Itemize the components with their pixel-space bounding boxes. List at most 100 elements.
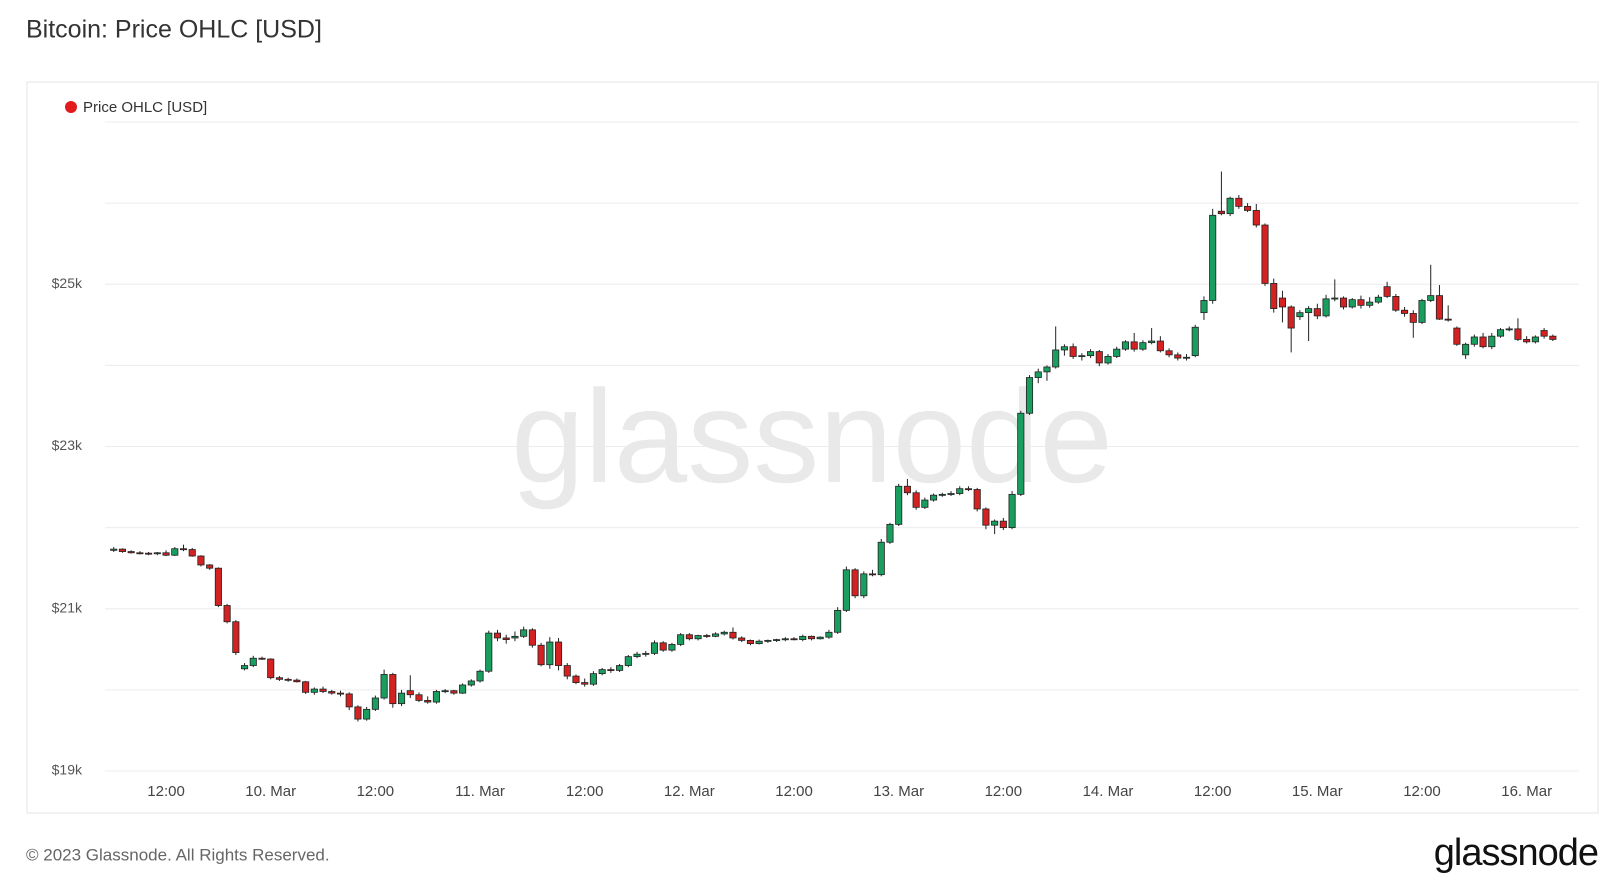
legend-swatch [65, 101, 77, 113]
x-tick-label: 12:00 [357, 783, 395, 800]
candle-body [616, 665, 624, 671]
candle-body [973, 489, 981, 510]
candle-body [1322, 298, 1330, 317]
candle-body [668, 644, 676, 651]
candle-body [720, 631, 728, 635]
candle-body [1121, 341, 1130, 350]
candle-body [563, 665, 571, 677]
candle-body [415, 694, 423, 701]
candle-body [755, 640, 763, 645]
candle-body [868, 573, 877, 576]
candle-body [1339, 297, 1348, 308]
x-tick-label: 11. Mar [455, 783, 505, 800]
candle-body [1052, 349, 1060, 368]
x-tick-label: 14. Mar [1083, 783, 1134, 800]
candle-body [886, 523, 894, 543]
candle-body [328, 691, 336, 694]
candle-body [677, 634, 685, 645]
candle-body [110, 548, 118, 551]
candle-body [1435, 295, 1443, 320]
candle-body [267, 658, 275, 679]
candle-body [1540, 330, 1548, 337]
candle-body [1209, 214, 1217, 301]
x-tick-label: 12:00 [985, 783, 1023, 800]
candle-body [1113, 348, 1121, 357]
candle-body [1401, 309, 1409, 314]
candles [110, 171, 1557, 722]
candle-body [642, 652, 650, 655]
candle-body [1313, 308, 1321, 317]
candle-body [982, 508, 990, 526]
y-tick-label: $23k [52, 437, 83, 453]
candle-body [1200, 300, 1208, 314]
candle-body [581, 682, 589, 685]
candle-body [1444, 318, 1452, 321]
candle-body [1252, 210, 1260, 226]
candle-body [1374, 296, 1382, 303]
candle-body [633, 653, 641, 658]
candle-body [773, 639, 781, 641]
candle-body [1531, 336, 1539, 343]
candle-body [145, 552, 153, 555]
candle-body [179, 548, 188, 551]
candle-body [729, 631, 737, 639]
candle-body [807, 635, 816, 640]
candle-body [424, 700, 432, 703]
chart-title: Bitcoin: Price OHLC [USD] [26, 16, 322, 44]
candle-body [746, 639, 754, 645]
footer: © 2023 Glassnode. All Rights Reserved. [26, 845, 330, 864]
candle-body [1453, 327, 1461, 345]
candle-body [1261, 224, 1269, 284]
candle-body [624, 656, 632, 666]
candle-body [1488, 335, 1496, 348]
candle-body [816, 636, 824, 640]
candle-body [1095, 351, 1103, 364]
candle-body [1025, 377, 1034, 414]
candle-body [947, 493, 955, 495]
logo[interactable]: glassnode [1434, 832, 1599, 874]
candle-body [1462, 343, 1470, 356]
candle-body [1549, 335, 1557, 340]
candle-body [1418, 300, 1426, 323]
candle-body [1156, 340, 1164, 352]
candle-body [781, 638, 789, 641]
candle-body [1069, 346, 1077, 357]
candle-body [598, 669, 606, 675]
legend-label[interactable]: Price OHLC [USD] [83, 99, 207, 116]
candle-body [197, 555, 205, 566]
candle-body [232, 621, 240, 653]
candle-body [502, 637, 510, 640]
candle-body [1505, 328, 1513, 331]
candle-body [1392, 296, 1400, 311]
candle-body [188, 549, 196, 557]
candle-body [511, 635, 519, 639]
candle-body [851, 569, 859, 597]
candle-body [1366, 301, 1374, 306]
x-tick-label: 12:00 [1403, 783, 1441, 800]
candle-body [1409, 313, 1417, 323]
candle-body [485, 632, 493, 672]
candle-body [834, 609, 842, 633]
candle-body [1470, 336, 1478, 345]
candle-body [363, 708, 371, 720]
candle-body [1182, 356, 1191, 359]
candle-body [275, 677, 283, 680]
candle-body [1357, 299, 1365, 306]
candle-body [895, 485, 903, 525]
candle-body [703, 635, 711, 637]
candle-body [1104, 356, 1112, 364]
candle-body [956, 488, 964, 494]
x-tick-label: 16. Mar [1501, 783, 1552, 800]
candle-body [345, 693, 353, 708]
candle-body [1296, 312, 1304, 318]
candle-body [572, 675, 580, 683]
candle-body [171, 548, 179, 556]
x-tick-label: 15. Mar [1292, 783, 1343, 800]
candle-body [1278, 297, 1286, 308]
candle-body [1034, 371, 1042, 378]
candle-body [206, 564, 214, 569]
candle-body [319, 688, 327, 692]
x-tick-label: 13. Mar [873, 783, 924, 800]
candle-body [528, 629, 536, 646]
